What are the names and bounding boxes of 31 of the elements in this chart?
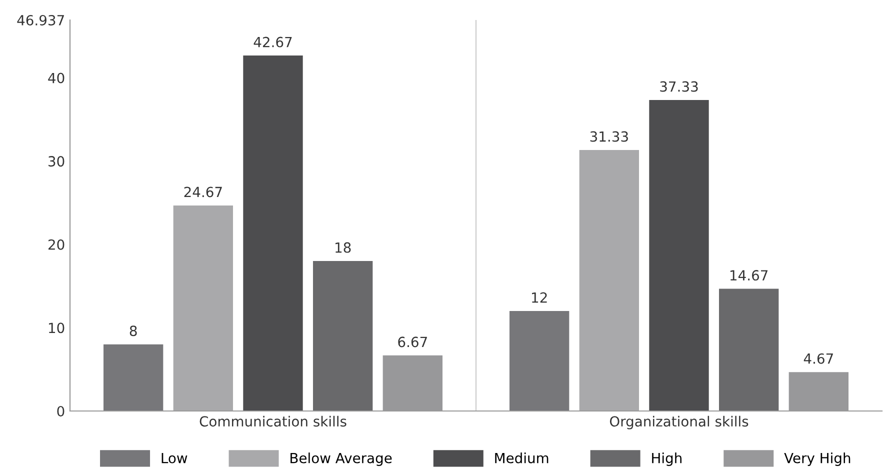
data-label: 24.67 [184, 186, 222, 198]
bar [243, 56, 303, 411]
bar [718, 288, 779, 411]
data-label: 18 [336, 242, 351, 253]
bar [649, 100, 709, 411]
legend-label: High [652, 452, 682, 466]
bar [579, 150, 640, 411]
x-tick-label: Communication skills [200, 416, 346, 427]
data-label: 42.67 [254, 36, 292, 48]
bar [173, 205, 234, 411]
bar [312, 261, 373, 411]
legend-label: Very High [784, 452, 850, 466]
y-tick-label: 20 [48, 239, 64, 250]
data-label: 8 [130, 326, 137, 336]
y-tick-label: 30 [48, 156, 64, 167]
data-label: 37.33 [660, 81, 698, 92]
legend-label: Below Average [290, 452, 392, 466]
y-tick-label: 40 [48, 72, 64, 84]
data-label: 12 [532, 292, 547, 303]
bar [103, 344, 164, 411]
data-label: 6.67 [398, 336, 427, 348]
y-tick-label: 0 [57, 406, 64, 416]
legend-label: Low [162, 452, 188, 464]
data-label: 31.33 [590, 131, 628, 142]
bar [509, 311, 570, 411]
x-tick-label: Organizational skills [610, 416, 748, 430]
data-label: 14.67 [730, 270, 768, 281]
legend-label: Medium [495, 452, 548, 464]
data-label: 4.67 [804, 353, 833, 364]
y-tick-label: 10 [48, 322, 64, 334]
y-tick-label: 46.937 [17, 14, 64, 26]
